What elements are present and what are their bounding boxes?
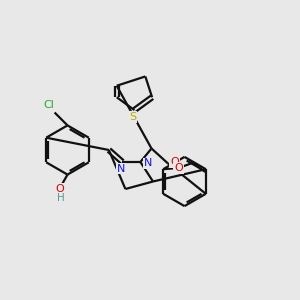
Text: O: O <box>174 163 183 173</box>
Text: Cl: Cl <box>43 100 54 110</box>
Text: N: N <box>117 164 125 174</box>
Text: H: H <box>57 193 65 203</box>
Text: O: O <box>170 157 179 167</box>
Text: S: S <box>129 112 137 122</box>
Text: O: O <box>56 184 64 194</box>
Text: N: N <box>144 158 152 169</box>
